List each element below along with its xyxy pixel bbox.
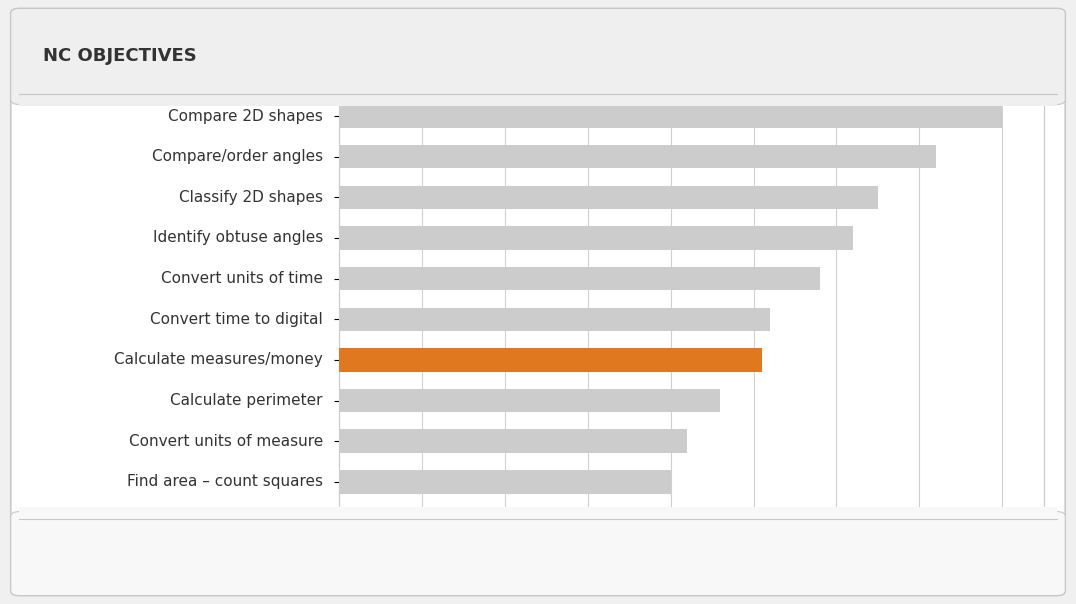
Text: Convert units of time: Convert units of time — [160, 271, 323, 286]
Text: Identify obtuse angles: Identify obtuse angles — [153, 231, 323, 245]
Text: Convert units of measure: Convert units of measure — [128, 434, 323, 449]
Text: Compare/order angles: Compare/order angles — [152, 149, 323, 164]
Bar — [339, 470, 670, 493]
Text: Find area – count squares: Find area – count squares — [127, 474, 323, 489]
Text: Calculate measures/money: Calculate measures/money — [114, 353, 323, 367]
Bar — [339, 104, 1002, 128]
Bar — [339, 267, 820, 291]
Bar — [339, 307, 770, 331]
Bar — [339, 226, 853, 250]
Text: Calculate perimeter: Calculate perimeter — [170, 393, 323, 408]
Text: Compare 2D shapes: Compare 2D shapes — [168, 109, 323, 124]
Text: Convert time to digital: Convert time to digital — [150, 312, 323, 327]
Bar — [339, 348, 762, 371]
Text: Classify 2D shapes: Classify 2D shapes — [179, 190, 323, 205]
Text: NC OBJECTIVES: NC OBJECTIVES — [43, 48, 197, 65]
Bar — [339, 429, 688, 453]
Bar — [339, 145, 936, 169]
Bar — [339, 185, 878, 209]
Bar — [339, 389, 720, 413]
